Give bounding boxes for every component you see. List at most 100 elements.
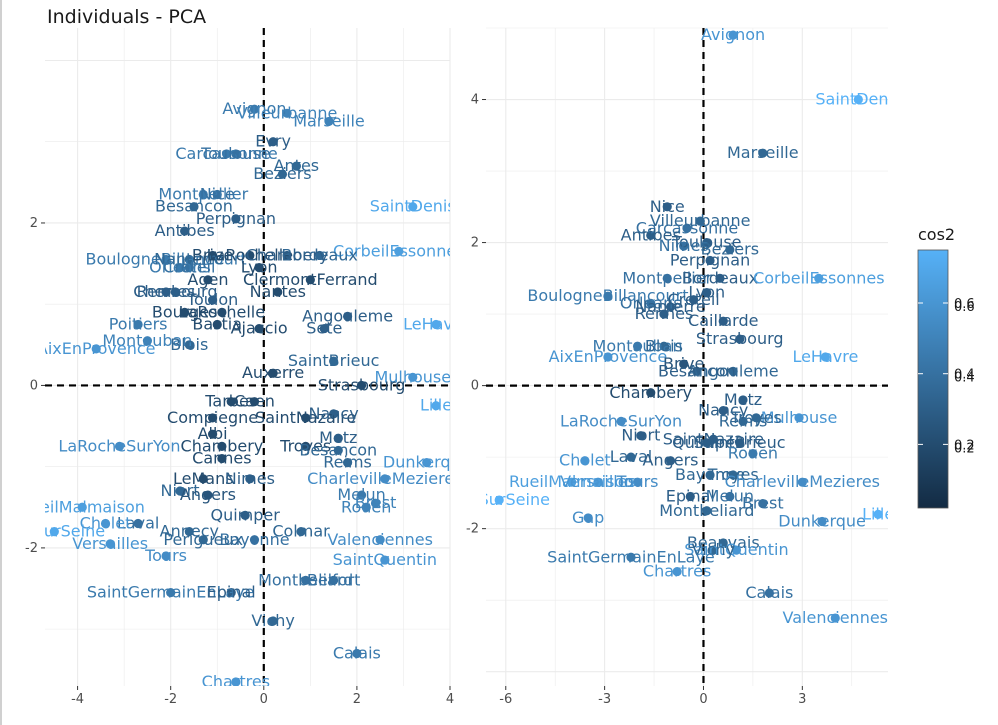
point-Angers [665, 456, 676, 466]
point-label-Villeurbanne: Villeurbanne [237, 103, 338, 122]
point-label-Carcassonne: Carcassonne [175, 144, 277, 163]
point-label-Angers: Angers [180, 485, 236, 504]
point-label-SaintQuentin: SaintQuentin [333, 550, 437, 569]
point-Calais [352, 648, 362, 659]
plot-area: AvignonVilleurbanneMarseilleEvryCarcasso… [4, 28, 471, 686]
point-Antibes [180, 226, 190, 236]
point-label-Brest: Brest [355, 493, 397, 512]
point-Compiegne [207, 413, 218, 423]
point-Brive [207, 250, 218, 261]
point-Antes [291, 161, 301, 171]
point-Valenciennes [830, 613, 840, 623]
point-label-Brive: Brive [192, 245, 233, 264]
x-tick-label: -6 [499, 692, 512, 707]
point-Bayonne [249, 535, 260, 545]
point-label-Perpignan: Perpignan [670, 250, 750, 269]
point-label-Villeurbanne: Villeurbanne [650, 211, 751, 230]
point-Epinal [685, 491, 695, 502]
point-label-CharlevilleMezieres: CharlevilleMezieres [725, 472, 880, 491]
point-label-Troyes: Troyes [279, 436, 331, 455]
point-Perigueux [198, 535, 208, 545]
point-label-Orleans: Orleans [149, 258, 211, 277]
point-label-Perpignan: Perpignan [196, 209, 276, 228]
point-Montbeliard [702, 506, 712, 516]
point-LeMans [198, 474, 208, 484]
panel-1: -4 -2 0 2 4-202AvignonVilleurbanneMarseilleE… [4, 28, 471, 707]
point-Angers [203, 490, 213, 500]
point-Mulhouse [794, 413, 804, 423]
point-label-Perigueux: Perigueux [163, 530, 243, 549]
point-label-Annecy: Annecy [160, 522, 219, 541]
y-tick-label: 4 [471, 93, 479, 108]
point-label-Nice: Nice [650, 197, 685, 216]
point-Mulhouse [408, 372, 418, 382]
point-label-Caillarde: Caillarde [688, 311, 758, 330]
y-tick-label: 0 [471, 379, 479, 394]
point-label-LaRocheSurYon: LaRocheSurYon [560, 411, 682, 430]
point-label-Chambery: Chambery [609, 383, 692, 402]
point-label-SaintGermainEnLaye: SaintGermainEnLaye [547, 547, 715, 566]
point-label-Mulhouse: Mulhouse [374, 367, 451, 386]
point-label-Bayonne: Bayonne [219, 530, 289, 549]
point-Lille [431, 401, 441, 411]
x-tick-label: -2 [164, 692, 177, 707]
point-LaRochelle [245, 250, 255, 261]
point-Creteil [688, 295, 699, 305]
point-label-Mulhouse: Mulhouse [761, 408, 838, 427]
point-label-Toulouse: Toulouse [200, 144, 271, 163]
point-label-Rouen: Rouen [728, 444, 778, 463]
point-label-SaintDenis: SaintDenis [370, 197, 456, 216]
point-label-Besancon: Besancon [658, 361, 736, 380]
x-tick-label: 0 [699, 692, 707, 707]
point-label-Lyon: Lyon [688, 283, 725, 302]
point-CharlevilleMezieres [380, 474, 390, 484]
grid-lines [45, 28, 451, 686]
point-Chartres [231, 677, 241, 686]
point-Versailles [105, 539, 115, 549]
point-Nantes [273, 287, 283, 297]
point-LeHavre [820, 352, 830, 362]
point-Metz [738, 395, 748, 405]
point-label-Niort: Niort [160, 481, 199, 500]
point-Beauvais [718, 538, 728, 548]
point-label-Albi: Albi [198, 424, 228, 443]
point-label-Angouleme: Angouleme [302, 306, 393, 325]
point-label-LeHavre: LeHavre [792, 347, 858, 366]
point-Nanterre [665, 302, 676, 312]
point-IvrySurSeine [49, 527, 59, 537]
point-LaRochelle2 [217, 307, 227, 317]
point-Troyes [751, 413, 761, 423]
y-tick-label: -2 [25, 541, 38, 556]
point-label-Montpellier: Montpellier [622, 268, 712, 287]
point-LaRocheSurYon [114, 441, 125, 451]
point-Chambery [282, 250, 292, 261]
point-label-Epinal: Epinal [666, 486, 715, 505]
point-label-Montbeliard: Montbeliard [258, 570, 353, 589]
point-label-Caen: Caen [234, 392, 275, 411]
point-Besancon [189, 202, 199, 212]
point-label-Carcassonne: Carcassonne [636, 218, 738, 237]
point-Caillarde [718, 316, 728, 326]
panel-2: -6 -3 0 3 -2 0 2 4 Avignon SaintDenis Marseille Nic… [448, 25, 888, 707]
point-label-Nanterre: Nanterre [154, 250, 224, 269]
point-label-ClermontFerrand: ClermontFerrand [243, 270, 378, 289]
point-Angouleme [342, 311, 353, 321]
point-Nice [212, 189, 222, 200]
point-label-Dunkerque: Dunkerque [383, 453, 471, 472]
point-Colmar [296, 527, 306, 537]
point-label-Strasbourg: Strasbourg [318, 375, 406, 394]
point-Nimes [679, 241, 689, 251]
point-LaRocheSurYon [616, 416, 626, 426]
point-label-Avignon: Avignon [701, 25, 765, 44]
point-Rennes [659, 309, 669, 319]
point-label-IvrySurSeine: IvrySurSeine [448, 490, 550, 509]
point-label-Versailles: Versailles [72, 534, 148, 553]
point-Poitiers [133, 319, 143, 330]
point-label-SaintGermainEnLaye: SaintGermainEnLaye [87, 583, 255, 602]
point-Orleans [646, 298, 656, 308]
point-Rouen [748, 448, 758, 459]
point-Caen [249, 397, 260, 407]
point-label-SaintQuentin: SaintQuentin [684, 540, 788, 559]
point-label-Rennes: Rennes [635, 304, 694, 323]
point-label-IvrySurSeine: IvrySurSeine [4, 522, 106, 541]
